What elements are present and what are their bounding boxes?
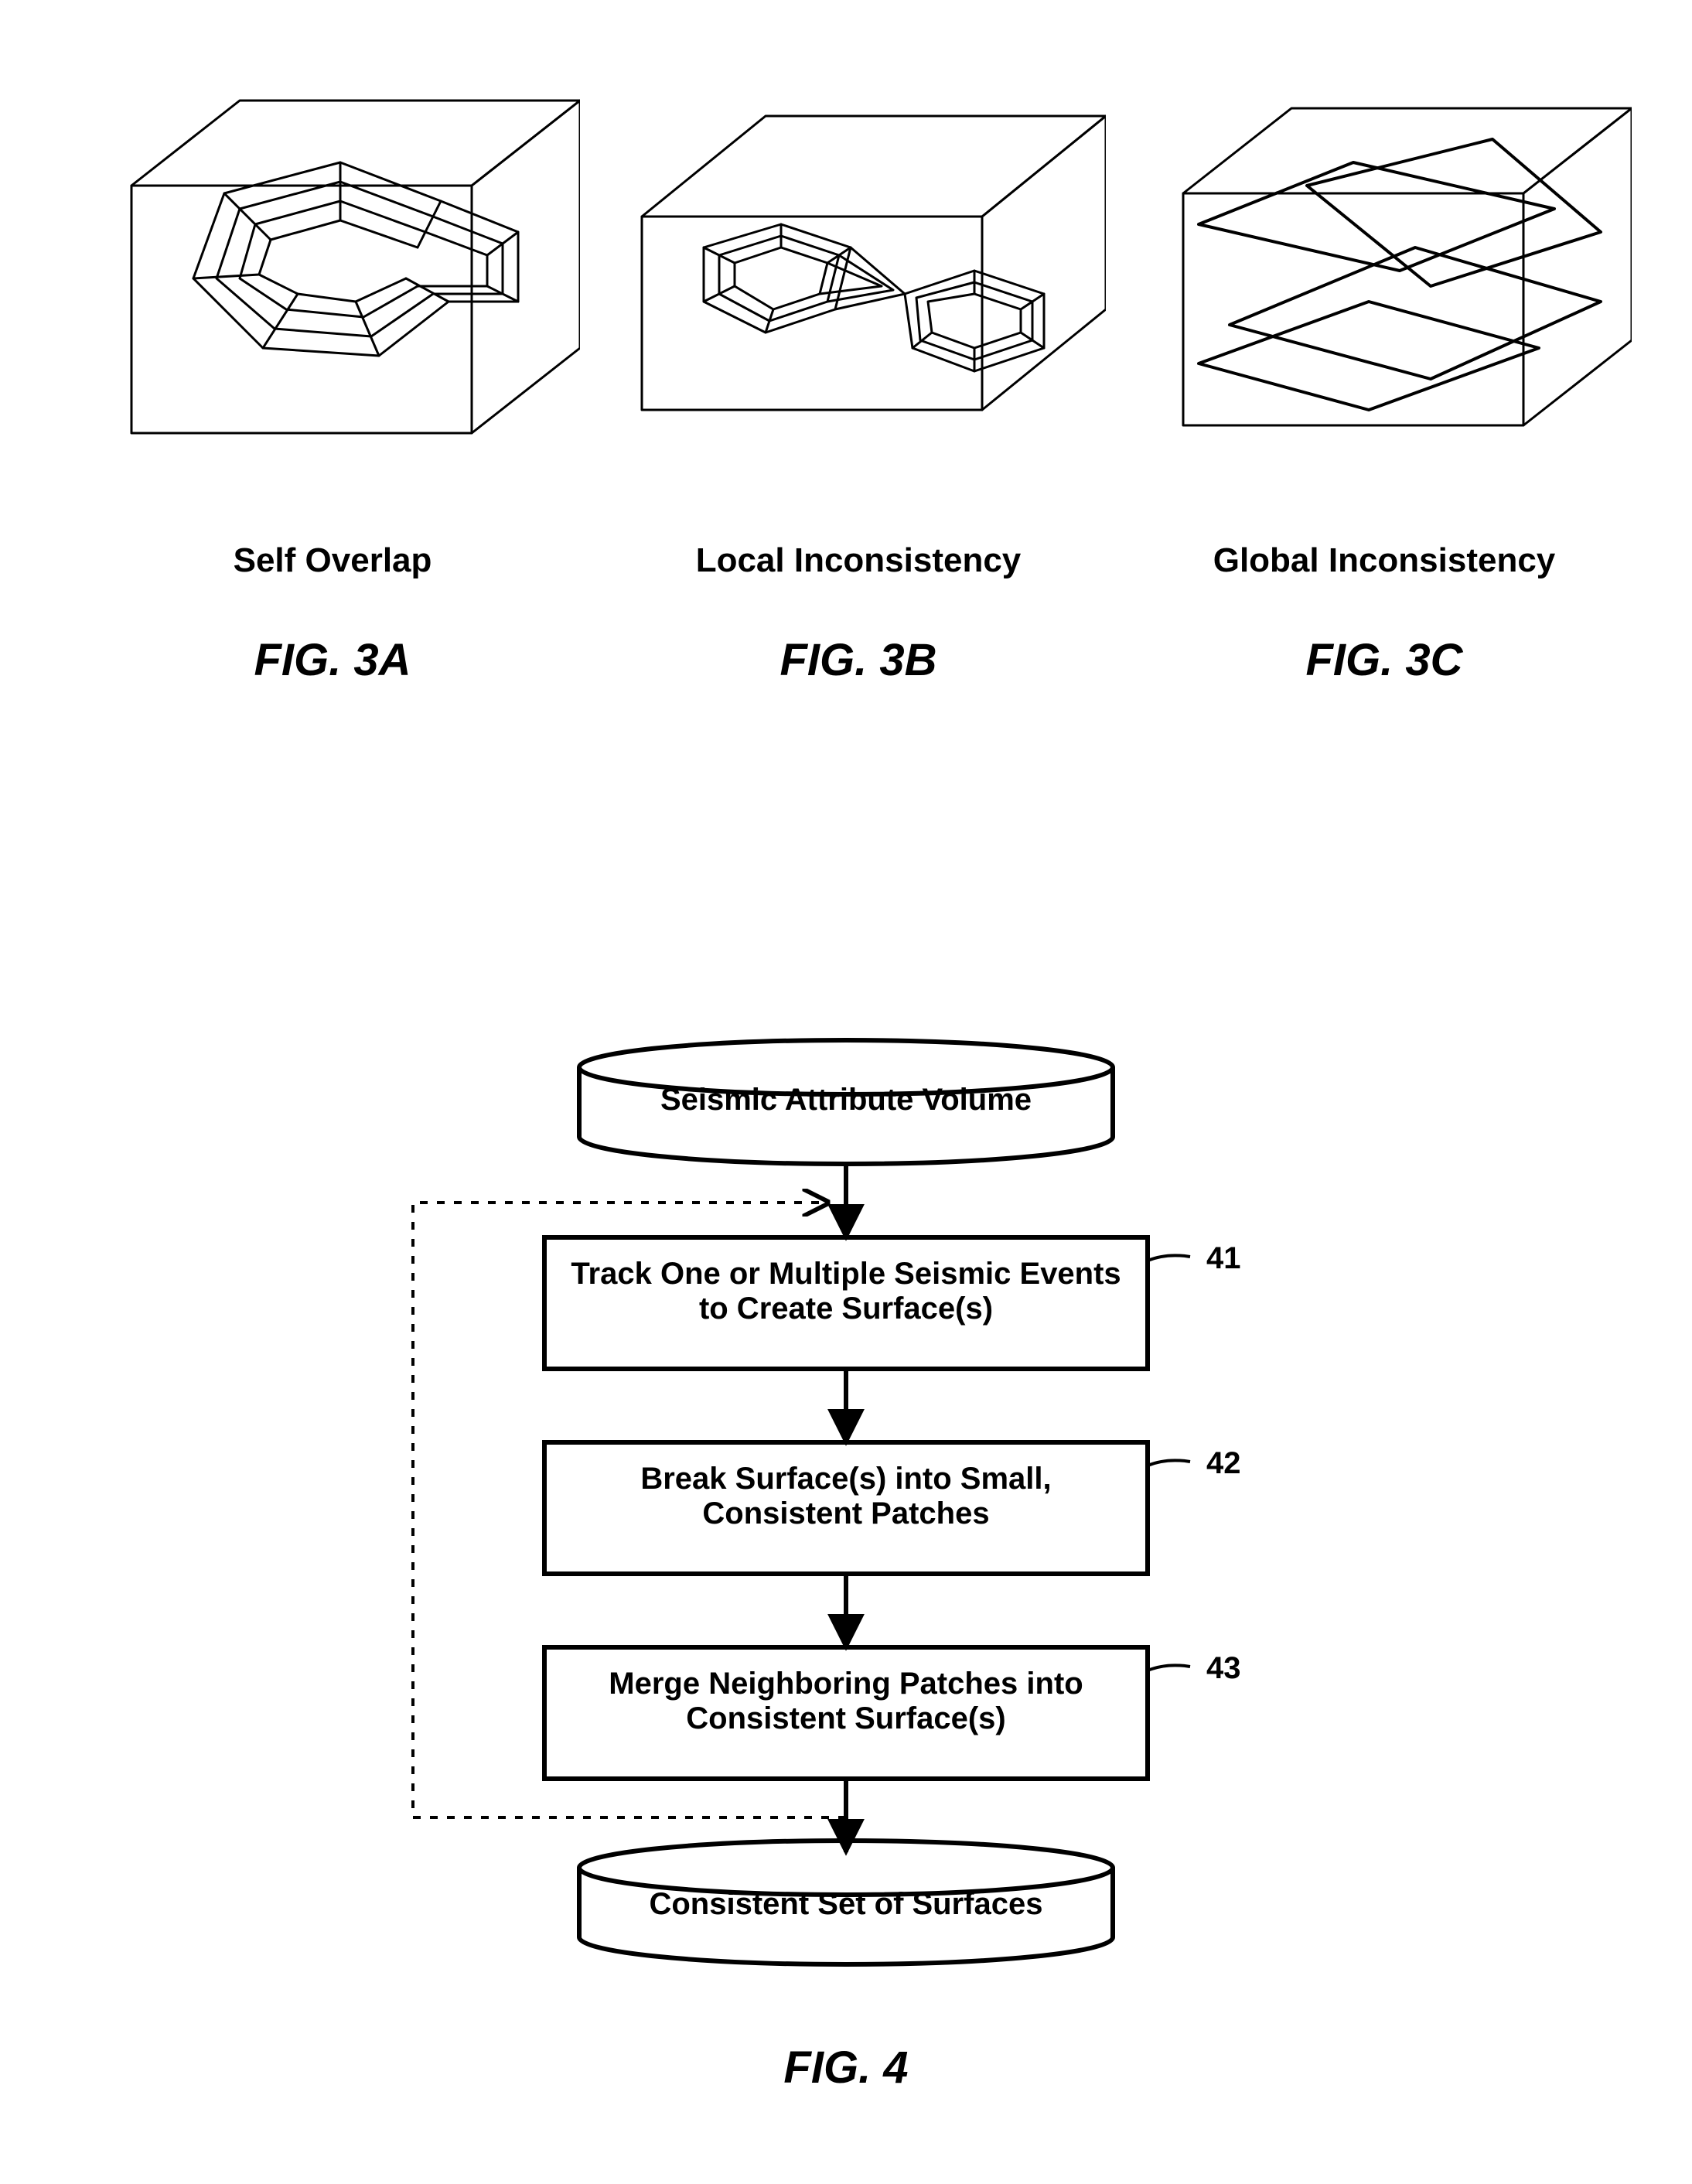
fig-3b-caption: Local Inconsistency: [611, 541, 1106, 580]
flow-end-text: Consistent Set of Surfaces: [579, 1887, 1113, 1922]
fig-3c-svg: [1137, 70, 1632, 472]
flow-step-3-text: Merge Neighboring Patches into Consisten…: [544, 1667, 1148, 1736]
flow-start-text: Seismic Attribute Volume: [579, 1083, 1113, 1118]
flow-step-2-ref: 42: [1206, 1446, 1241, 1481]
ref-leader-42: [1148, 1460, 1190, 1466]
flow-step-1-ref: 41: [1206, 1241, 1241, 1276]
fig-3c-caption: Global Inconsistency: [1137, 541, 1632, 580]
fig-4-label: FIG. 4: [691, 2042, 1001, 2094]
fig-3c-label: FIG. 3C: [1137, 634, 1632, 686]
ref-leader-43: [1148, 1665, 1190, 1670]
flow-step-1-text: Track One or Multiple Seismic Events to …: [544, 1257, 1148, 1326]
fig-3a-panel: [85, 70, 580, 472]
flow-step-2-text: Break Surface(s) into Small, Consistent …: [544, 1462, 1148, 1531]
flow-step-3-ref: 43: [1206, 1651, 1241, 1686]
page: Self Overlap Local Inconsistency Global …: [0, 0, 1692, 2184]
fig-3c-panel: [1137, 70, 1632, 472]
ref-leader-41: [1148, 1255, 1190, 1261]
fig-3a-svg: [85, 70, 580, 472]
fig-3b-panel: [611, 70, 1106, 472]
fig-3a-label: FIG. 3A: [85, 634, 580, 686]
fig-3b-svg: [611, 70, 1106, 472]
fig-3a-caption: Self Overlap: [85, 541, 580, 580]
fig-3b-label: FIG. 3B: [611, 634, 1106, 686]
